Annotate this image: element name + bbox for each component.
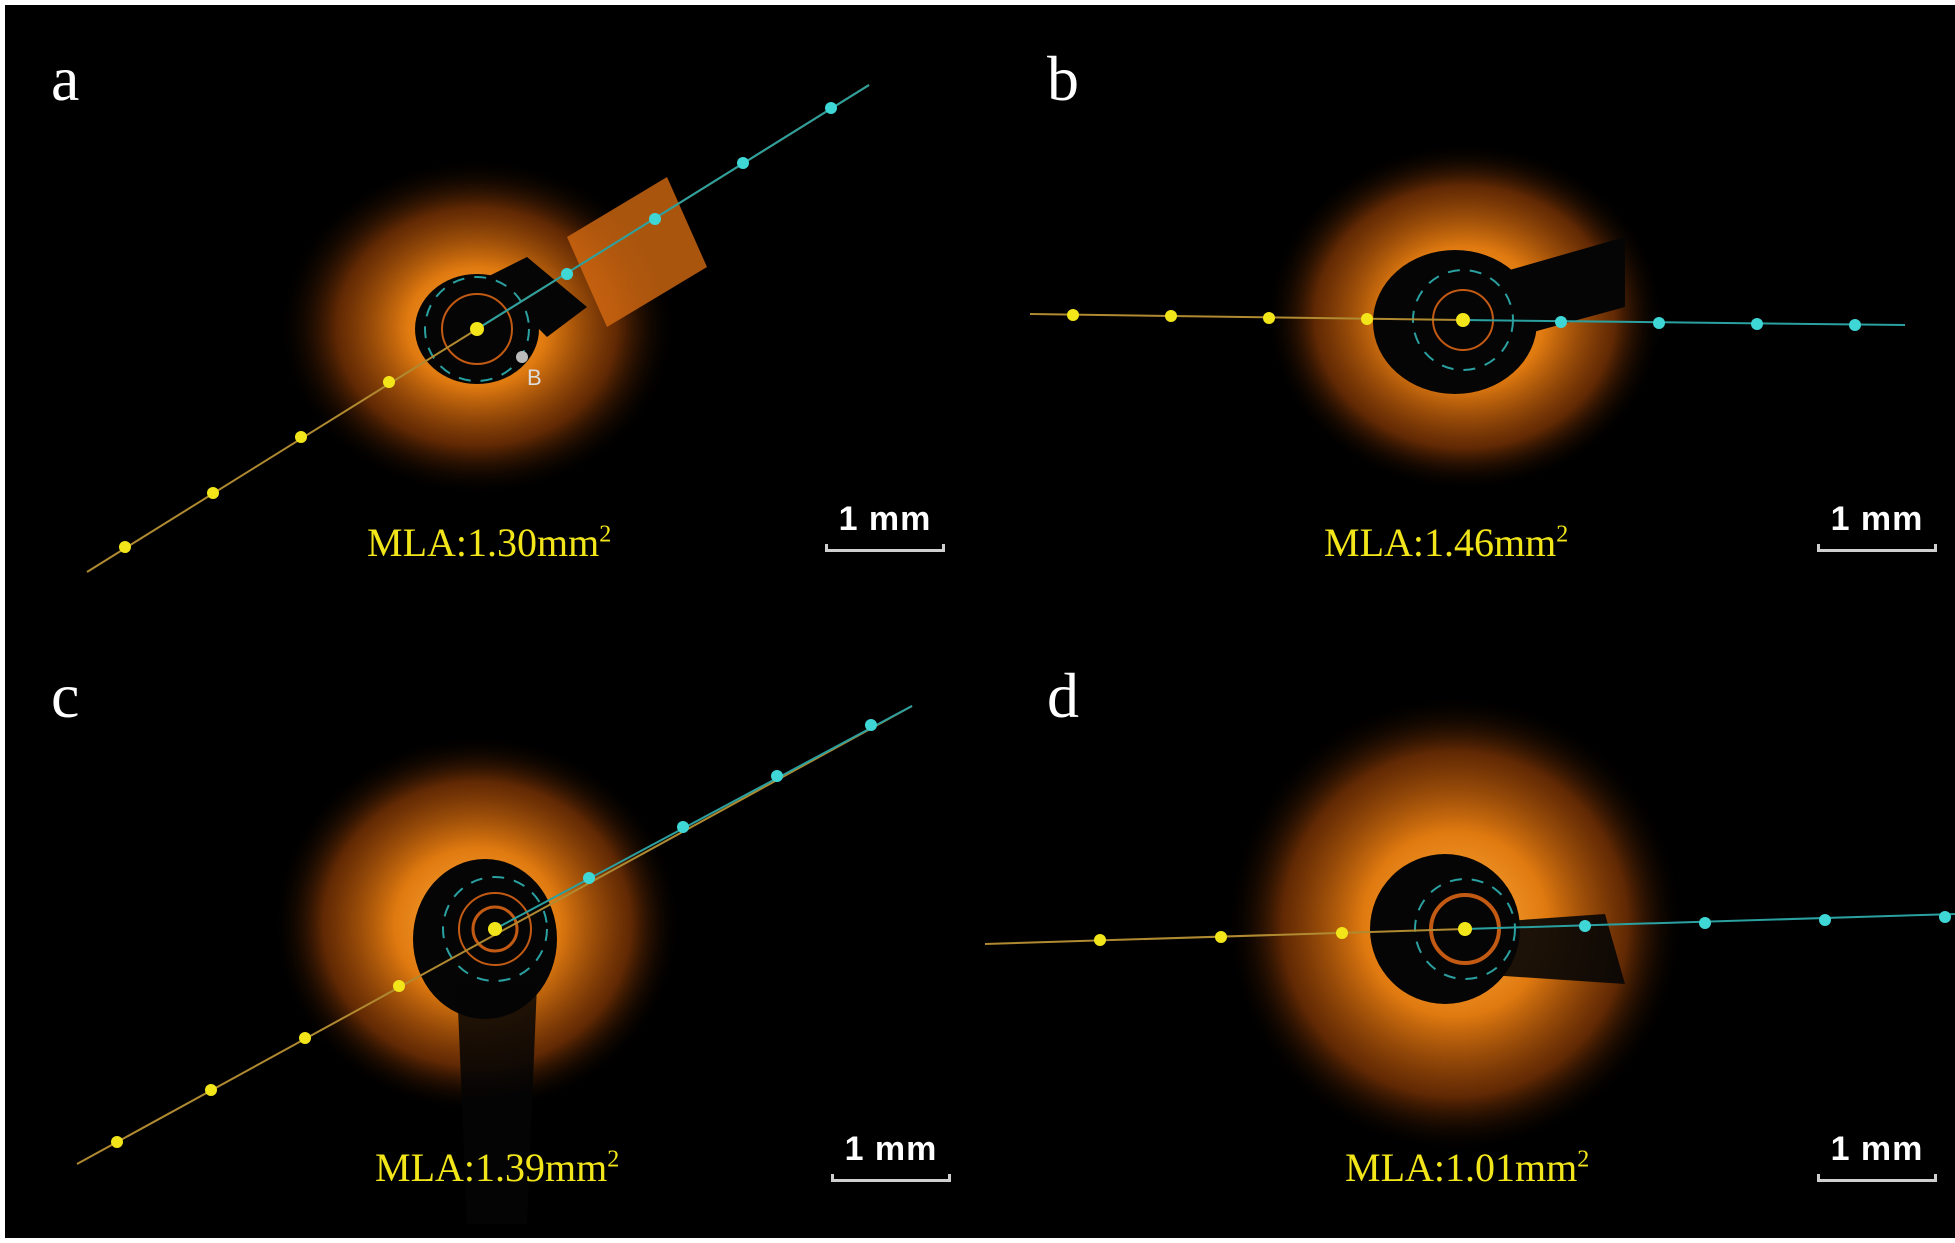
- panel-label-c: c: [51, 660, 80, 731]
- scale-line-c: [831, 1174, 951, 1182]
- panel-label-d: d: [1047, 660, 1079, 731]
- scale-bar-d: 1 mm: [1817, 1132, 1937, 1182]
- panel-d: d MLA:1.01mm2 1 mm: [985, 624, 1955, 1236]
- scale-line-a: [825, 544, 945, 552]
- yellow-markers-c: [111, 922, 502, 1148]
- mla-value-c: MLA:1.39mm2: [375, 1144, 619, 1191]
- oct-image-a: B: [86, 84, 870, 573]
- scale-label-a: 1 mm: [838, 500, 932, 538]
- mla-text-d: MLA:1.01mm: [1345, 1145, 1578, 1190]
- mla-value-a: MLA:1.30mm2: [367, 519, 611, 566]
- mla-sup-b: 2: [1556, 521, 1569, 548]
- yellow-markers-a: [119, 322, 484, 553]
- marker-label-b: B: [527, 365, 542, 390]
- mla-value-d: MLA:1.01mm2: [1345, 1144, 1589, 1191]
- mla-text-a: MLA:1.30mm: [367, 520, 600, 565]
- panel-label-b: b: [1047, 43, 1079, 114]
- panel-label-a: a: [51, 43, 80, 114]
- mla-text-c: MLA:1.39mm: [375, 1145, 608, 1190]
- cyan-markers-a: [561, 102, 837, 280]
- mla-text-b: MLA:1.46mm: [1324, 520, 1557, 565]
- mla-sup-a: 2: [599, 521, 612, 548]
- mla-sup-d: 2: [1577, 1146, 1590, 1173]
- panel-b: b MLA:1.46mm2 1 mm: [985, 7, 1955, 622]
- scale-label-d: 1 mm: [1830, 1130, 1924, 1168]
- scale-line-d: [1817, 1174, 1937, 1182]
- oct-image-d: [985, 694, 1955, 1154]
- scale-line-b: [1817, 544, 1937, 552]
- mla-value-b: MLA:1.46mm2: [1324, 519, 1568, 566]
- mla-sup-c: 2: [607, 1146, 620, 1173]
- scale-label-b: 1 mm: [1830, 500, 1924, 538]
- scale-bar-a: 1 mm: [825, 502, 945, 552]
- yellow-markers-d: [1094, 922, 1472, 946]
- cyan-markers-c: [583, 719, 877, 884]
- scale-bar-c: 1 mm: [831, 1132, 951, 1182]
- scale-label-c: 1 mm: [844, 1130, 938, 1168]
- cyan-markers-b: [1555, 316, 1861, 331]
- oct-image-b: [1029, 142, 1906, 492]
- panel-a: B a MLA:1.30mm2 1 mm: [7, 7, 983, 622]
- oct-image-c: [76, 705, 913, 1224]
- yellow-markers-b: [1067, 309, 1470, 327]
- cyan-markers-d: [1579, 911, 1951, 932]
- figure: B a MLA:1.30mm2 1 mm: [5, 5, 1955, 1238]
- panel-c: c MLA:1.39mm2 1 mm: [7, 624, 983, 1236]
- scale-bar-b: 1 mm: [1817, 502, 1937, 552]
